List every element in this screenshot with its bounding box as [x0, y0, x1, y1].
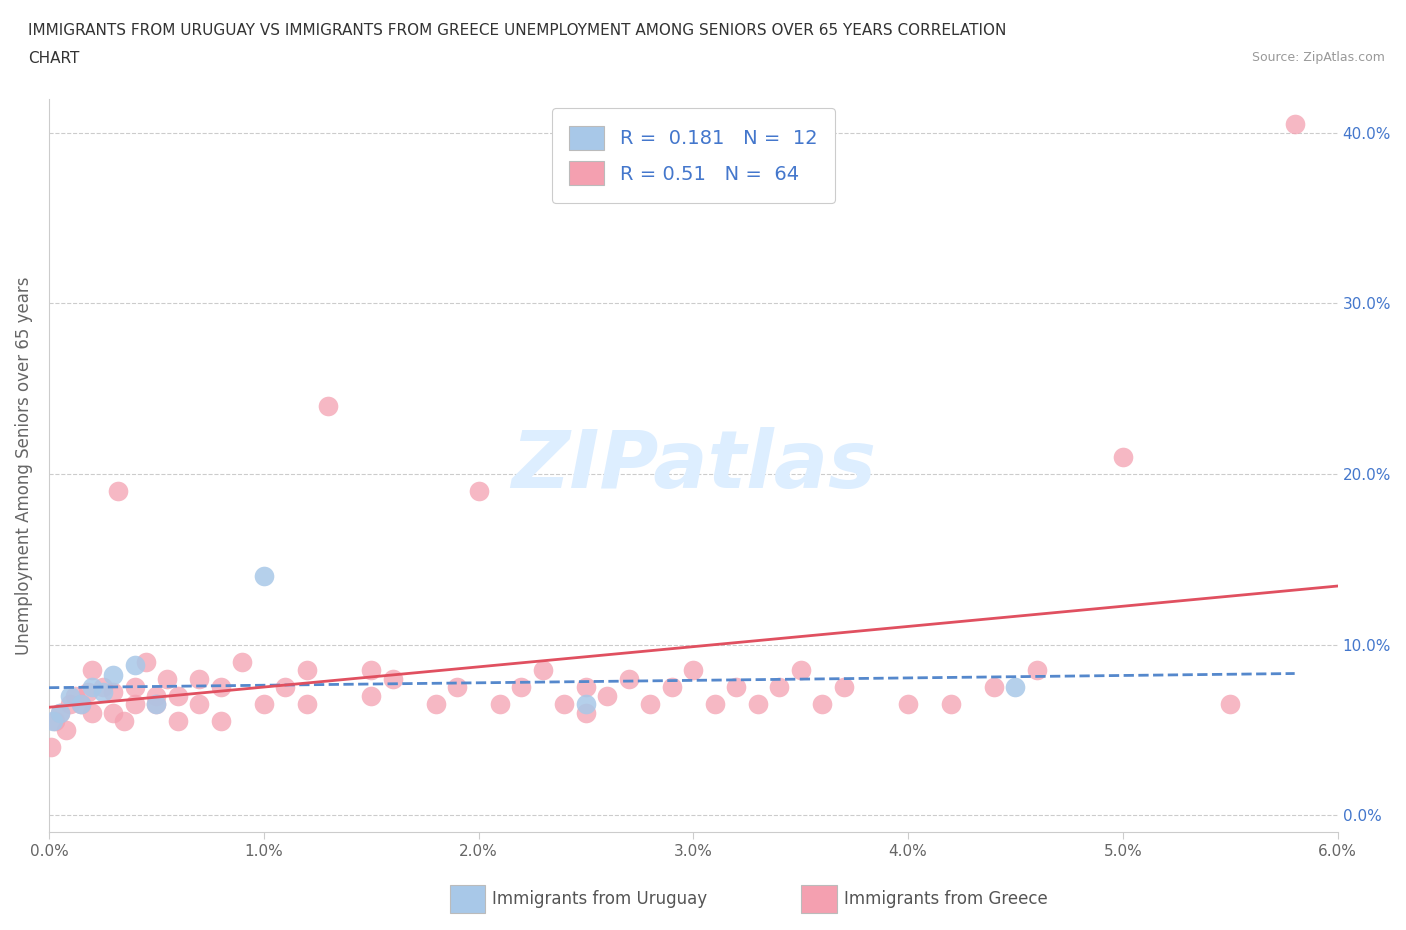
Point	[381, 671, 404, 686]
Point	[39, 739, 62, 754]
Point	[55, 723, 77, 737]
Point	[596, 688, 619, 703]
Point	[91, 680, 114, 695]
Point	[617, 671, 640, 686]
Y-axis label: Unemployment Among Seniors over 65 years: Unemployment Among Seniors over 65 years	[15, 276, 32, 655]
Point	[91, 685, 114, 700]
Point	[103, 668, 125, 683]
Point	[575, 697, 598, 711]
Point	[489, 697, 512, 711]
Point	[44, 714, 66, 729]
Point	[209, 714, 232, 729]
Point	[553, 697, 575, 711]
Point	[1004, 680, 1026, 695]
Point	[510, 680, 533, 695]
Point	[107, 484, 129, 498]
Point	[1219, 697, 1241, 711]
Point	[575, 680, 598, 695]
Point	[811, 697, 834, 711]
Point	[80, 680, 103, 695]
Point	[59, 688, 82, 703]
Text: Source: ZipAtlas.com: Source: ZipAtlas.com	[1251, 51, 1385, 64]
Point	[360, 663, 382, 678]
Point	[983, 680, 1005, 695]
Point	[188, 671, 211, 686]
Point	[112, 714, 135, 729]
Legend: R =  0.181   N =  12, R = 0.51   N =  64: R = 0.181 N = 12, R = 0.51 N = 64	[551, 109, 835, 203]
Point	[747, 697, 769, 711]
Point	[145, 697, 167, 711]
Point	[156, 671, 179, 686]
Point	[70, 697, 93, 711]
Point	[80, 706, 103, 721]
Point	[1112, 449, 1135, 464]
Point	[703, 697, 725, 711]
Point	[467, 484, 489, 498]
Point	[124, 697, 146, 711]
Point	[209, 680, 232, 695]
Point	[1284, 117, 1306, 132]
Point	[939, 697, 962, 711]
Text: CHART: CHART	[28, 51, 80, 66]
Point	[124, 680, 146, 695]
Point	[295, 663, 318, 678]
Point	[63, 688, 86, 703]
Point	[316, 398, 339, 413]
Point	[789, 663, 811, 678]
Point	[1026, 663, 1049, 678]
Point	[682, 663, 704, 678]
Point	[768, 680, 790, 695]
Point	[145, 688, 167, 703]
Point	[76, 685, 98, 700]
Point	[295, 697, 318, 711]
Point	[253, 569, 276, 584]
Point	[59, 697, 82, 711]
Point	[48, 706, 70, 721]
Point	[446, 680, 468, 695]
Point	[166, 714, 188, 729]
Point	[897, 697, 920, 711]
Point	[832, 680, 855, 695]
Point	[231, 655, 253, 670]
Text: ZIPatlas: ZIPatlas	[510, 427, 876, 505]
Point	[48, 706, 70, 721]
Point	[103, 685, 125, 700]
Point	[42, 714, 65, 729]
Point	[360, 688, 382, 703]
Point	[103, 706, 125, 721]
Point	[70, 697, 93, 711]
Point	[188, 697, 211, 711]
Point	[166, 688, 188, 703]
Point	[575, 706, 598, 721]
Text: IMMIGRANTS FROM URUGUAY VS IMMIGRANTS FROM GREECE UNEMPLOYMENT AMONG SENIORS OVE: IMMIGRANTS FROM URUGUAY VS IMMIGRANTS FR…	[28, 23, 1007, 38]
Point	[80, 663, 103, 678]
Text: Immigrants from Uruguay: Immigrants from Uruguay	[492, 890, 707, 909]
Point	[725, 680, 748, 695]
Point	[425, 697, 447, 711]
Point	[661, 680, 683, 695]
Text: Immigrants from Greece: Immigrants from Greece	[844, 890, 1047, 909]
Point	[145, 697, 167, 711]
Point	[124, 658, 146, 672]
Point	[640, 697, 662, 711]
Point	[274, 680, 297, 695]
Point	[531, 663, 554, 678]
Point	[135, 655, 157, 670]
Point	[253, 697, 276, 711]
